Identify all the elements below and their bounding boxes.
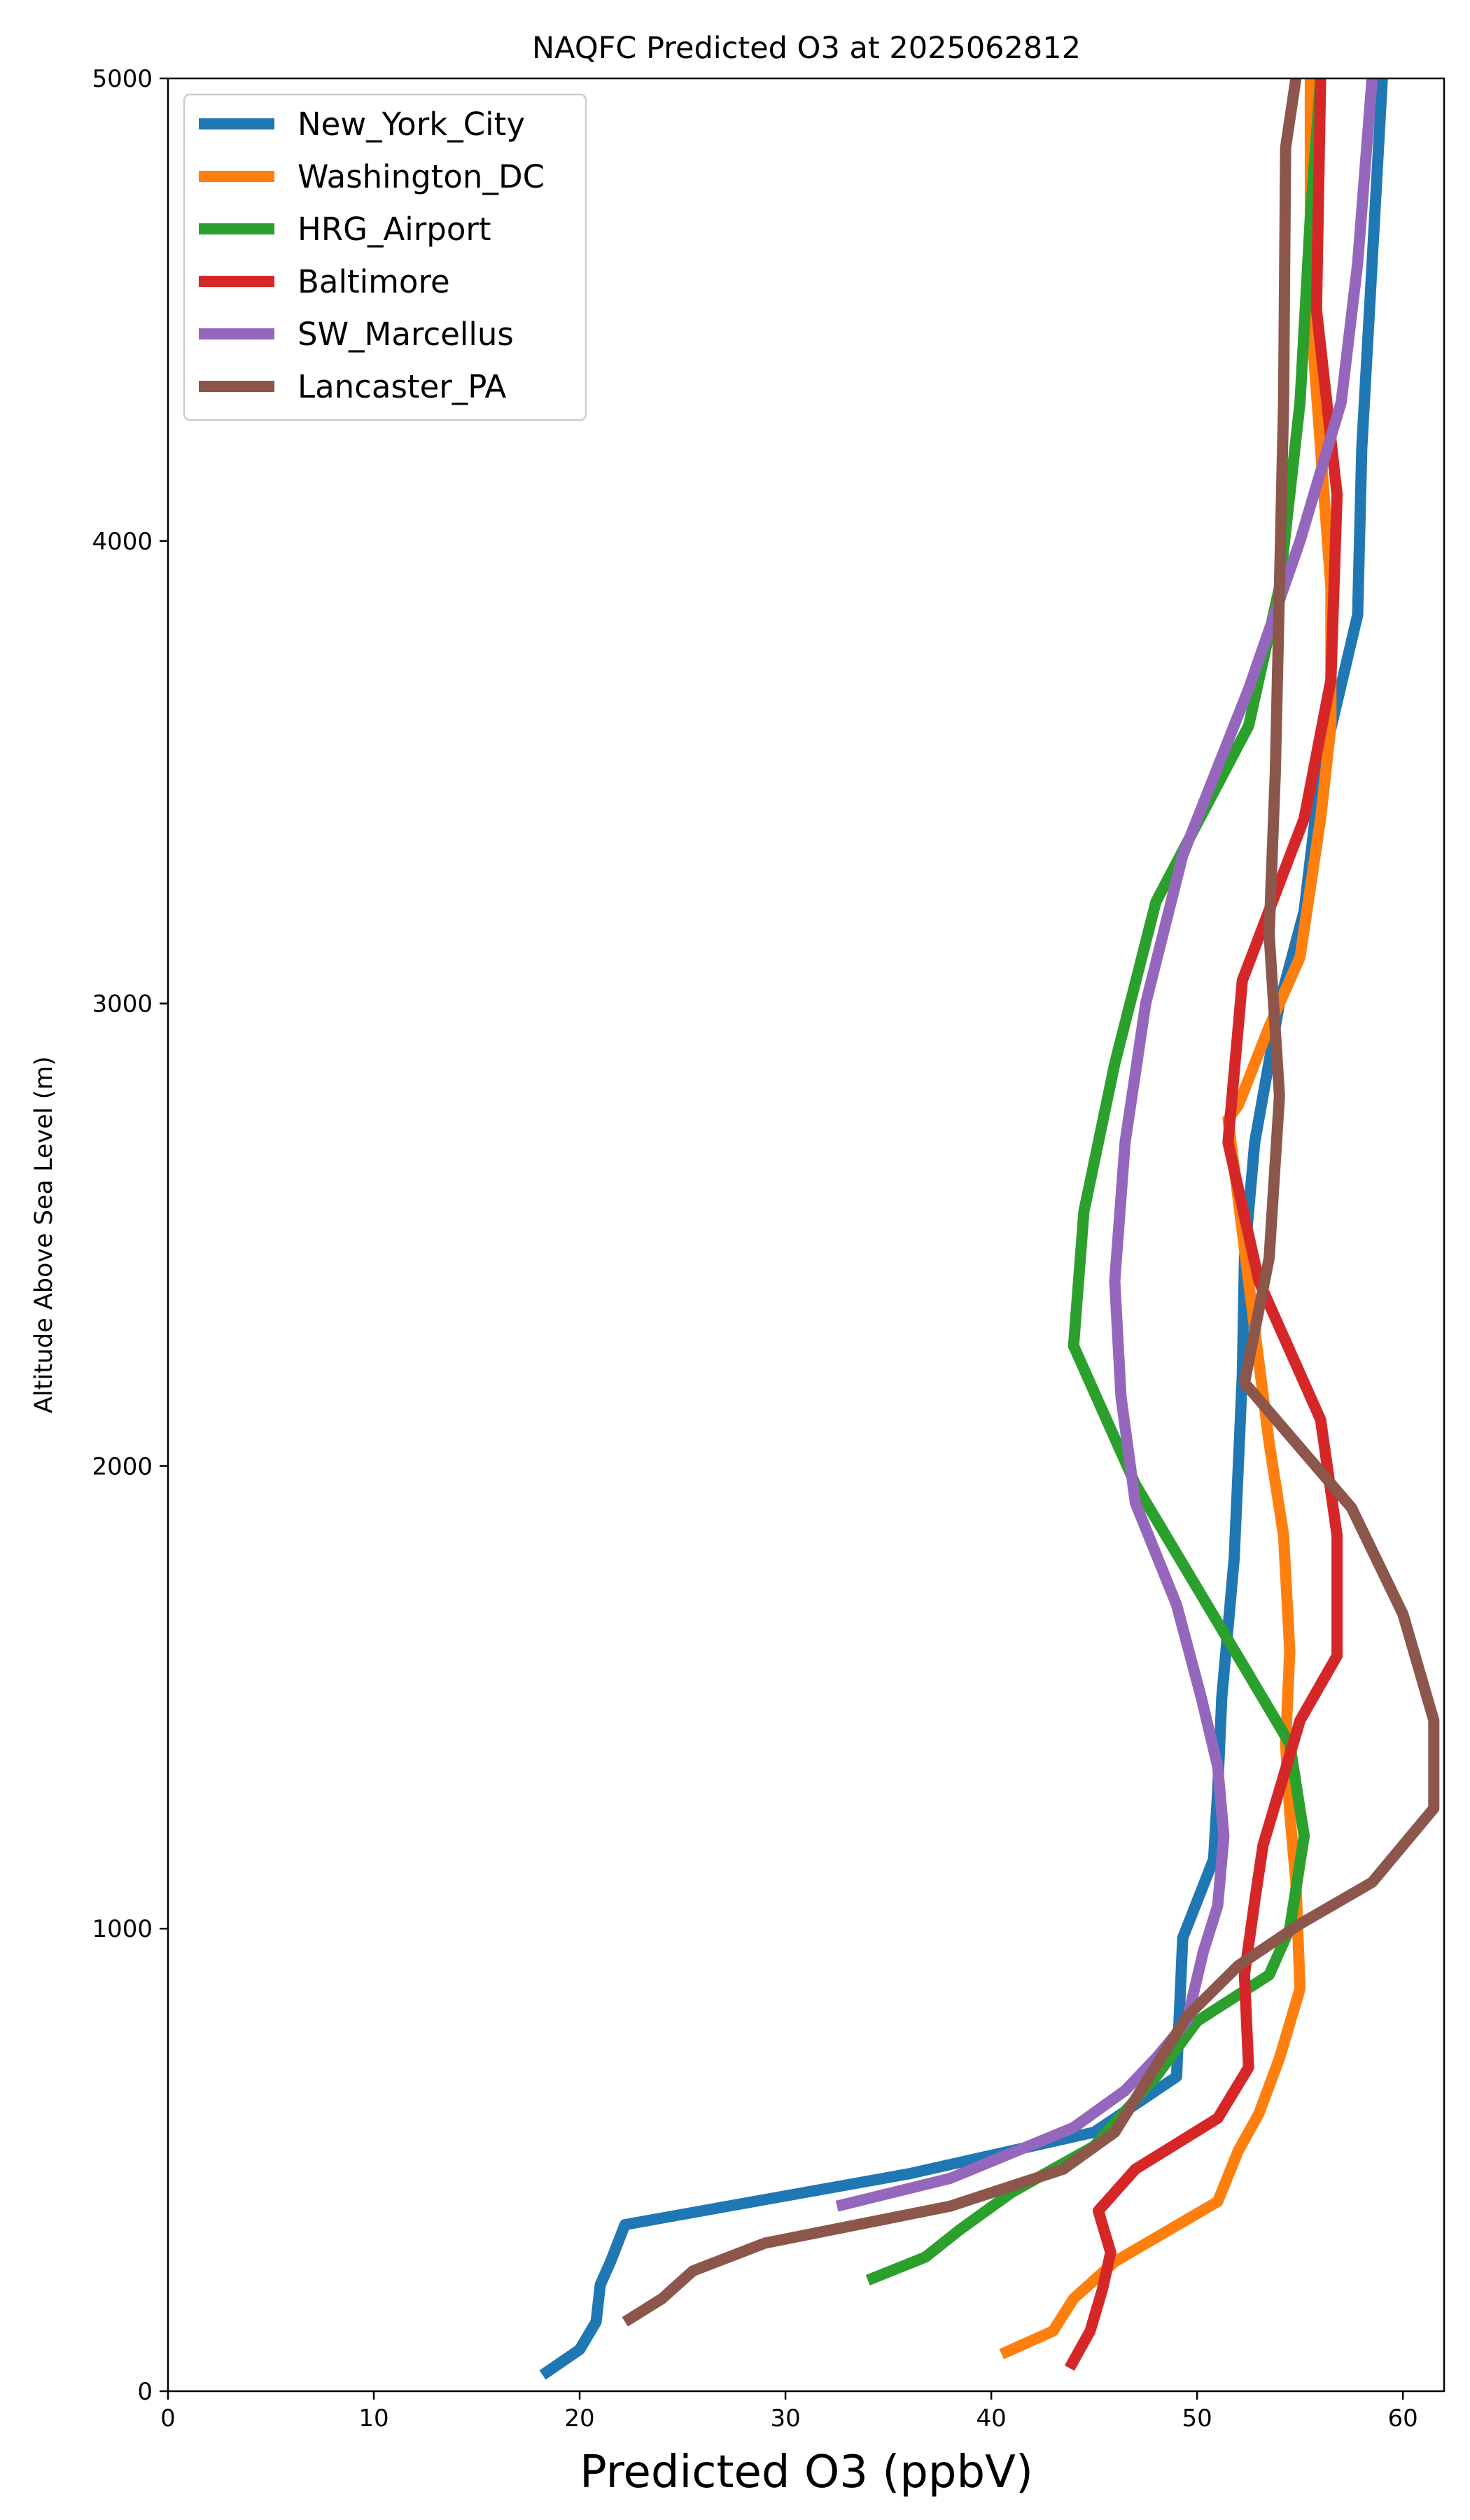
x-tick-label: 0 (160, 2404, 176, 2432)
legend-label-new-york-city: New_York_City (298, 106, 525, 143)
chart-title: NAQFC Predicted O3 at 2025062812 (532, 31, 1081, 66)
legend-label-sw-marcellus: SW_Marcellus (298, 316, 514, 353)
legend-box (183, 93, 587, 421)
series-line-baltimore (1064, 78, 1343, 2371)
x-tick-label: 50 (1182, 2404, 1212, 2432)
x-tick-label: 60 (1388, 2404, 1418, 2432)
legend-label-washington-dc: Washington_DC (298, 158, 545, 195)
series-line-sw-marcellus (835, 78, 1378, 2212)
y-tick-label: 3000 (92, 990, 153, 1018)
y-tick-label: 0 (137, 2378, 153, 2406)
legend-label-baltimore: Baltimore (298, 263, 450, 300)
y-tick-label: 1000 (92, 1915, 153, 1943)
y-tick-label: 4000 (92, 528, 153, 556)
legend: New_York_City Washington_DC HRG_Airport Bal… (183, 93, 587, 421)
y-axis-label: Altitude Above Sea Level (m) (30, 1056, 58, 1413)
series-line-lancaster-pa (622, 78, 1440, 2327)
y-tick-label: 5000 (92, 65, 153, 93)
legend-label-hrg-airport: HRG_Airport (298, 211, 491, 248)
x-tick-label: 10 (358, 2404, 388, 2432)
x-tick-label: 30 (770, 2404, 800, 2432)
series-line-washington-dc (999, 78, 1337, 2360)
legend-label-lancaster-pa: Lancaster_PA (298, 368, 507, 405)
x-axis-label: Predicted O3 (ppbV) (580, 2446, 1033, 2498)
series-layer (539, 78, 1440, 2380)
x-tick-label: 40 (976, 2404, 1006, 2432)
y-tick-label: 2000 (92, 1452, 153, 1480)
y-axis: 0 1000 2000 3000 4000 5000 (92, 65, 168, 2406)
x-tick-label: 20 (564, 2404, 594, 2432)
plot-frame (167, 77, 1446, 2393)
x-axis: 0 10 20 30 40 50 60 (160, 2391, 1418, 2432)
